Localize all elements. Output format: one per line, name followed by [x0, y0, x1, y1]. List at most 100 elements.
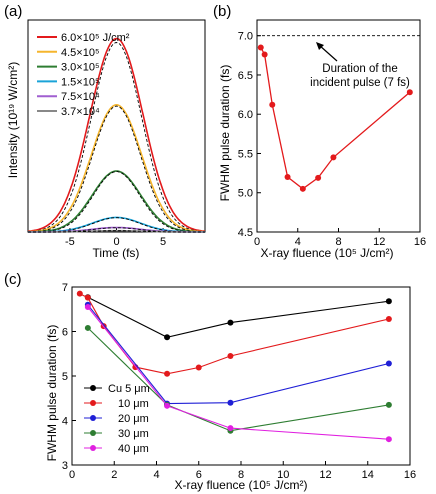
panel-c-legend-label: 20 μm [118, 413, 149, 425]
panel-c-data-point [385, 401, 392, 408]
panel-c-legend-swatch-marker [90, 400, 96, 406]
panel-c-data-point [84, 294, 91, 301]
panel-c-series-line-1 [87, 296, 389, 338]
panel-c-y-tick-label: 7 [62, 282, 68, 294]
panel-a-fit-curve-3 [27, 171, 206, 233]
panel-c-data-point [164, 402, 171, 409]
panel-b-series [257, 44, 413, 192]
panel-b-plot-frame [256, 19, 421, 233]
panel-b-y-tick-label: 6.5 [238, 70, 253, 82]
panel-c-y-axis-label: FWHM pulse duration (fs) [45, 325, 59, 462]
panel-b: (b) 0 4 8 12 16 4.5 5.0 5.5 6.0 6.5 7.0 Duration … [213, 3, 426, 260]
panel-c-data-point [76, 290, 83, 297]
panel-a-x-tick-label: -5 [65, 236, 75, 248]
panel-a-curves [27, 37, 206, 233]
panel-b-y-tick-label: 7.0 [238, 31, 253, 43]
panel-c-data-point [227, 399, 234, 406]
panel-a-curve-1 [27, 37, 206, 233]
panel-b-data-point [261, 51, 268, 58]
panel-a-legend-label: 3.7×10⁴ [61, 106, 100, 118]
panel-a-x-tick-label: 0 [113, 236, 119, 248]
panel-c-y-tick-label: 4 [62, 416, 68, 428]
panel-c-x-tick-label: 2 [111, 469, 117, 481]
panel-b-x-ticks: 0 4 8 12 16 [254, 228, 426, 248]
panel-c-x-tick-label: 12 [319, 469, 331, 481]
panel-c-legend-label: 10 μm [118, 398, 149, 410]
panel-c-data-point [195, 364, 202, 371]
panel-b-annotation: Duration of the incident pulse (7 fs) [310, 42, 410, 89]
panel-b-annotation-line-2: incident pulse (7 fs) [310, 77, 410, 89]
panel-b-y-tick-label: 5.5 [238, 148, 253, 160]
panel-c-data-point [385, 316, 392, 323]
panel-b-annotation-line-1: Duration of the [322, 63, 397, 75]
panel-c-data-point [164, 370, 171, 377]
panel-c-x-ticks: 0 2 4 6 8 10 12 14 16 [69, 461, 416, 481]
panel-c-x-tick-label: 0 [69, 469, 75, 481]
panel-b-label: (b) [213, 3, 231, 20]
panel-b-data-point [299, 185, 306, 192]
panel-b-data-point [406, 89, 413, 96]
panel-c-legend: Cu 5 μm 10 μm 20 μm 30 μm 40 μm [84, 383, 150, 455]
panel-c-series-line-5 [87, 306, 389, 440]
panel-a-legend: 6.0×10⁵ J/cm² 4.5×10⁵ 3.0×10⁵ 1.5×10⁵ 7.5×10… [37, 32, 130, 118]
panel-c-data-point [227, 319, 234, 326]
panel-b-data-point [284, 174, 291, 181]
panel-a: (a) -5 0 5 6.0×10⁵ J/cm² 4.5×10⁵ 3.0×10⁵ 1.5×… [4, 3, 206, 260]
panel-c-data-point [385, 436, 392, 443]
panel-c-data-point [227, 425, 234, 432]
panel-c-series-line-2 [79, 293, 390, 375]
panel-b-data-point [269, 101, 276, 108]
panel-b-x-tick-label: 16 [414, 236, 426, 248]
panel-c-legend-label: 40 μm [118, 443, 149, 455]
panel-c-series-line-4 [87, 327, 389, 432]
panel-c-series-line-3 [87, 304, 390, 405]
panel-b-data-point [257, 44, 264, 51]
panel-c-y-tick-label: 5 [62, 371, 68, 383]
panel-a-fit-curve-2 [28, 105, 205, 233]
panel-b-y-ticks: 4.5 5.0 5.5 6.0 6.5 7.0 [238, 31, 261, 239]
panel-a-legend-label: 3.0×10⁵ [61, 62, 100, 74]
panel-c: (c) 0 2 4 6 8 10 12 14 16 3 4 5 6 7 Cu 5 μm 10 μm 20 μ… [4, 271, 416, 492]
panel-c-legend-swatch-marker [90, 415, 96, 421]
panel-b-y-tick-label: 4.5 [238, 227, 253, 239]
panel-c-data-point [164, 334, 171, 341]
panel-c-x-tick-label: 6 [196, 469, 202, 481]
panel-a-fit-curve-1 [27, 42, 206, 233]
panel-c-x-tick-label: 14 [362, 469, 374, 481]
panel-a-y-axis-label: Intensity (10¹⁹ W/cm²) [6, 62, 20, 178]
panel-c-series [76, 290, 392, 443]
panel-c-data-point [385, 298, 392, 305]
panel-c-data-point [385, 360, 392, 367]
panel-c-label: (c) [4, 271, 22, 288]
panel-a-curve-2 [28, 103, 205, 233]
panel-c-y-tick-label: 6 [62, 327, 68, 339]
panel-a-legend-label: 7.5×10⁴ [61, 91, 100, 103]
panel-b-annotation-arrow [318, 44, 338, 62]
panel-a-legend-label: 1.5×10⁵ [61, 76, 100, 88]
panel-c-y-ticks: 3 4 5 6 7 [62, 282, 76, 472]
panel-b-x-tick-label: 4 [295, 236, 301, 248]
panel-c-legend-swatch-marker [90, 445, 96, 451]
panel-a-fit-curve-6 [28, 230, 205, 233]
panel-b-y-tick-label: 5.0 [238, 188, 253, 200]
panel-b-x-axis-label: X-ray fluence (10⁵ J/cm²) [260, 246, 393, 260]
panel-b-data-point [330, 154, 337, 161]
panel-c-legend-label: 30 μm [118, 428, 149, 440]
panel-c-data-point [84, 304, 91, 311]
panel-b-series-line [260, 47, 411, 190]
panel-b-x-tick-label: 8 [335, 236, 341, 248]
panel-c-x-tick-label: 16 [404, 469, 416, 481]
panel-a-legend-label: 6.0×10⁵ J/cm² [61, 32, 130, 44]
panel-b-annotation-arrowhead [316, 42, 324, 50]
panel-a-x-axis-label: Time (fs) [93, 246, 140, 260]
panel-a-curve-3 [28, 170, 205, 233]
panel-c-x-axis-label: X-ray fluence (10⁵ J/cm²) [174, 478, 307, 492]
panel-c-x-tick-label: 4 [153, 469, 159, 481]
panel-c-x-tick-label: 10 [277, 469, 289, 481]
panel-c-data-point [227, 352, 234, 359]
panel-c-x-tick-label: 8 [238, 469, 244, 481]
panel-c-legend-swatch-marker [90, 385, 96, 391]
panel-c-data-point [84, 324, 91, 331]
panel-b-x-tick-label: 0 [254, 236, 260, 248]
